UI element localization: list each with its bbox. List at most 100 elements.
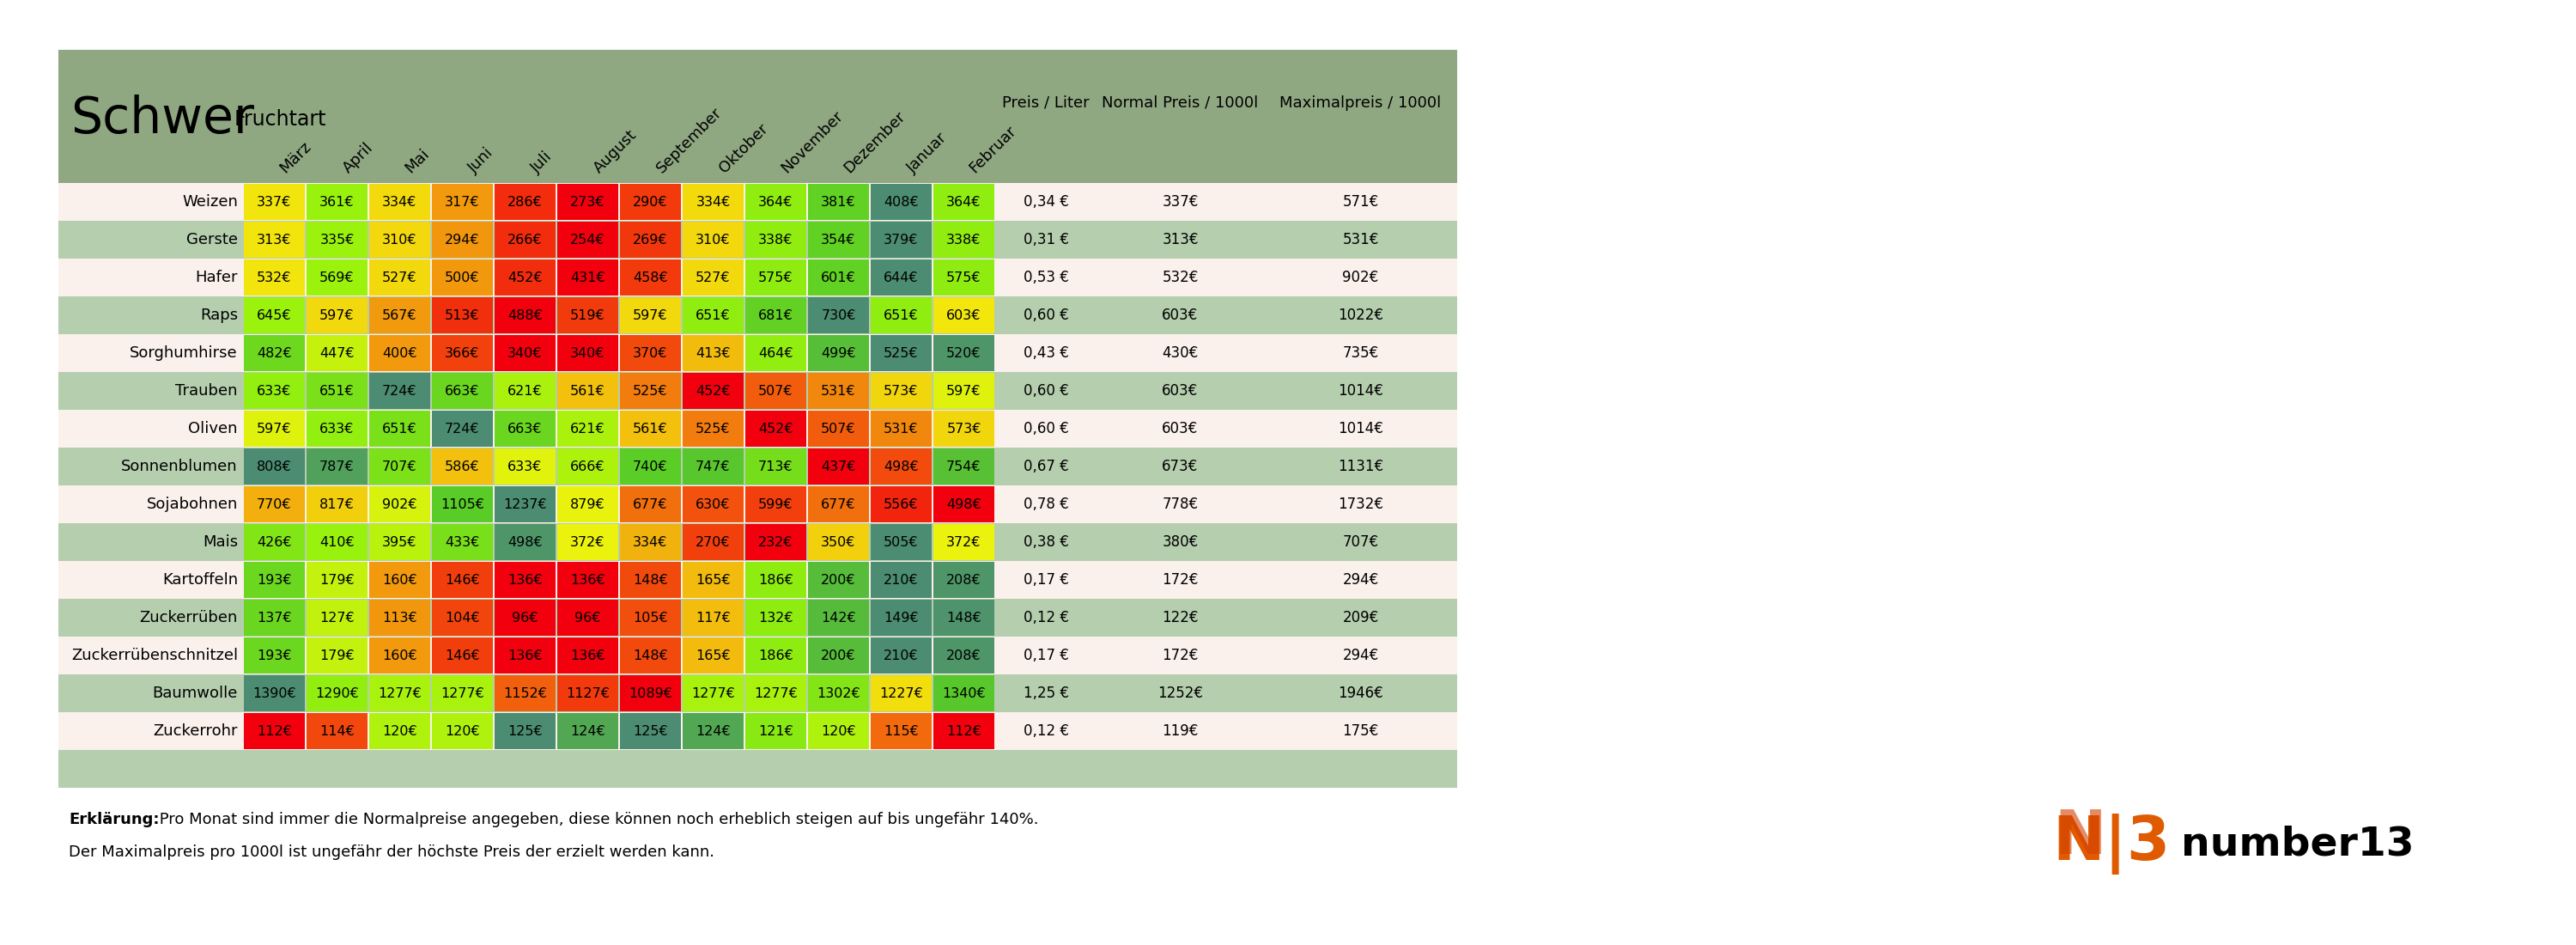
Text: Der Maximalpreis pro 1000l ist ungefähr der höchste Preis der erzielt werden kan: Der Maximalpreis pro 1000l ist ungefähr … [70, 845, 714, 860]
Text: 317€: 317€ [446, 196, 479, 208]
Bar [933, 487, 994, 523]
Text: 372€: 372€ [945, 536, 981, 548]
Text: 1302€: 1302€ [817, 687, 860, 699]
Text: 458€: 458€ [634, 271, 667, 284]
Text: 146€: 146€ [446, 574, 479, 586]
Bar [307, 562, 368, 598]
Text: 379€: 379€ [884, 233, 920, 246]
Bar [621, 260, 680, 296]
Text: 707€: 707€ [381, 460, 417, 472]
Bar [59, 524, 1458, 561]
Text: 633€: 633€ [319, 422, 355, 435]
Text: 200€: 200€ [822, 574, 855, 586]
Text: Juli: Juli [528, 149, 556, 176]
Text: 507€: 507€ [822, 422, 855, 435]
Bar [809, 373, 868, 409]
Bar [495, 713, 556, 749]
Text: 663€: 663€ [507, 422, 544, 435]
Text: 1340€: 1340€ [943, 687, 987, 699]
Bar [744, 600, 806, 636]
Bar [368, 260, 430, 296]
Bar [495, 222, 556, 258]
Bar [368, 298, 430, 334]
Bar [683, 638, 744, 674]
Bar [495, 184, 556, 220]
Bar [59, 410, 1458, 448]
Text: 433€: 433€ [446, 536, 479, 548]
Bar [809, 411, 868, 447]
Text: 232€: 232€ [757, 536, 793, 548]
Text: 740€: 740€ [634, 460, 667, 472]
Text: 575€: 575€ [945, 271, 981, 284]
Bar [245, 260, 304, 296]
Text: 603€: 603€ [1162, 307, 1198, 323]
Text: 1022€: 1022€ [1337, 307, 1383, 323]
Text: 437€: 437€ [822, 460, 855, 472]
Text: 677€: 677€ [822, 498, 855, 510]
Bar [744, 222, 806, 258]
Text: Trauben: Trauben [175, 383, 237, 399]
Bar [245, 335, 304, 371]
Text: 122€: 122€ [1162, 610, 1198, 626]
Text: 294€: 294€ [446, 233, 479, 246]
Text: 1,25 €: 1,25 € [1023, 685, 1069, 701]
Text: 500€: 500€ [446, 271, 479, 284]
Bar [59, 297, 1458, 335]
Text: 603€: 603€ [1162, 421, 1198, 437]
Bar [933, 524, 994, 560]
Text: 452€: 452€ [757, 422, 793, 435]
Text: 361€: 361€ [319, 196, 355, 208]
Bar [495, 487, 556, 523]
Text: 1290€: 1290€ [314, 687, 358, 699]
Bar [683, 411, 744, 447]
Bar [368, 600, 430, 636]
Text: 410€: 410€ [319, 536, 355, 548]
Text: 193€: 193€ [258, 649, 291, 661]
Bar [621, 335, 680, 371]
Text: 447€: 447€ [319, 347, 355, 359]
Text: 266€: 266€ [507, 233, 544, 246]
Text: 340€: 340€ [569, 347, 605, 359]
Text: 160€: 160€ [381, 574, 417, 586]
Text: 124€: 124€ [696, 725, 732, 737]
Text: Sorghumhirse: Sorghumhirse [129, 345, 237, 361]
Bar [871, 184, 933, 220]
Bar [433, 524, 492, 560]
Text: 1390€: 1390€ [252, 687, 296, 699]
Text: 531€: 531€ [884, 422, 920, 435]
Text: 0,78 €: 0,78 € [1023, 496, 1069, 512]
Text: 633€: 633€ [507, 460, 544, 472]
Bar [744, 562, 806, 598]
Bar [871, 600, 933, 636]
Bar [871, 373, 933, 409]
Bar [433, 411, 492, 447]
Text: 121€: 121€ [757, 725, 793, 737]
Bar [744, 298, 806, 334]
Bar [307, 638, 368, 674]
Text: 645€: 645€ [258, 309, 291, 321]
Bar [871, 638, 933, 674]
Text: 601€: 601€ [822, 271, 855, 284]
Text: 270€: 270€ [696, 536, 732, 548]
Text: N: N [2053, 808, 2107, 868]
Bar [307, 713, 368, 749]
Text: 770€: 770€ [258, 498, 291, 510]
Bar [871, 222, 933, 258]
Text: 104€: 104€ [446, 611, 479, 624]
Bar [933, 676, 994, 712]
Bar [621, 562, 680, 598]
Text: 561€: 561€ [634, 422, 667, 435]
Bar [621, 487, 680, 523]
Text: 452€: 452€ [696, 385, 732, 397]
Bar [556, 335, 618, 371]
Bar [744, 713, 806, 749]
Text: 0,38 €: 0,38 € [1023, 534, 1069, 550]
Text: 334€: 334€ [634, 536, 667, 548]
Text: 136€: 136€ [569, 574, 605, 586]
Bar [307, 260, 368, 296]
Text: 569€: 569€ [319, 271, 355, 284]
Bar [683, 713, 744, 749]
Text: 531€: 531€ [822, 385, 855, 397]
Text: 1152€: 1152€ [502, 687, 546, 699]
Bar [933, 713, 994, 749]
